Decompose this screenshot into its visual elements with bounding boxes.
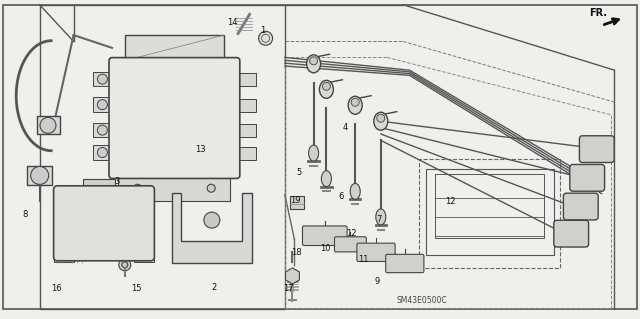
Ellipse shape xyxy=(308,145,319,161)
Circle shape xyxy=(97,125,108,135)
Bar xyxy=(37,116,60,134)
Bar xyxy=(93,72,112,86)
FancyBboxPatch shape xyxy=(563,193,598,220)
Bar xyxy=(118,175,230,201)
Bar xyxy=(93,123,112,137)
Polygon shape xyxy=(172,193,252,263)
Text: 10: 10 xyxy=(320,244,330,253)
Circle shape xyxy=(119,259,131,271)
FancyBboxPatch shape xyxy=(579,136,614,162)
Text: 5: 5 xyxy=(296,168,301,177)
Text: 1: 1 xyxy=(260,26,266,35)
FancyBboxPatch shape xyxy=(303,226,347,246)
Text: 15: 15 xyxy=(131,284,141,293)
Text: 11: 11 xyxy=(358,255,369,263)
Bar xyxy=(237,73,256,86)
Text: 4: 4 xyxy=(342,123,348,132)
Text: 19: 19 xyxy=(290,197,300,205)
FancyBboxPatch shape xyxy=(109,58,240,178)
Circle shape xyxy=(68,246,79,256)
Bar xyxy=(125,35,224,61)
Bar xyxy=(54,257,74,262)
Circle shape xyxy=(122,262,128,268)
Text: 2: 2 xyxy=(211,283,216,292)
Bar xyxy=(237,147,256,160)
FancyBboxPatch shape xyxy=(570,165,605,191)
Circle shape xyxy=(323,82,330,90)
Circle shape xyxy=(232,254,239,263)
Circle shape xyxy=(207,184,215,192)
Ellipse shape xyxy=(374,112,388,130)
Circle shape xyxy=(31,167,49,184)
Circle shape xyxy=(204,212,220,228)
Bar xyxy=(419,160,560,268)
Text: 6: 6 xyxy=(338,192,343,201)
Text: FR.: FR. xyxy=(589,8,607,19)
Circle shape xyxy=(184,254,191,263)
Polygon shape xyxy=(285,268,300,284)
Circle shape xyxy=(97,147,108,158)
Bar xyxy=(237,99,256,112)
Circle shape xyxy=(189,142,201,154)
Text: 8: 8 xyxy=(22,210,28,219)
Circle shape xyxy=(134,184,141,192)
Text: 9: 9 xyxy=(374,277,380,286)
Circle shape xyxy=(377,114,385,122)
Text: 18: 18 xyxy=(291,248,302,256)
Text: 12: 12 xyxy=(445,197,455,206)
Ellipse shape xyxy=(321,171,332,187)
Bar xyxy=(83,179,115,190)
Bar xyxy=(64,203,144,244)
Ellipse shape xyxy=(376,209,386,225)
Bar xyxy=(27,166,52,185)
FancyBboxPatch shape xyxy=(335,237,366,252)
Circle shape xyxy=(97,74,108,84)
FancyBboxPatch shape xyxy=(357,243,395,262)
Text: 13: 13 xyxy=(195,145,206,154)
Bar xyxy=(134,257,154,262)
Text: 17: 17 xyxy=(284,284,294,293)
FancyBboxPatch shape xyxy=(554,220,589,247)
FancyBboxPatch shape xyxy=(386,254,424,273)
Bar xyxy=(435,174,544,238)
Text: 16: 16 xyxy=(51,284,62,293)
Bar xyxy=(426,169,554,255)
Circle shape xyxy=(262,34,269,42)
Circle shape xyxy=(97,100,108,110)
Text: 7: 7 xyxy=(376,215,381,224)
Bar xyxy=(40,5,285,309)
Text: SM43E0500C: SM43E0500C xyxy=(397,296,447,305)
Circle shape xyxy=(259,31,273,45)
Text: 12: 12 xyxy=(346,229,356,238)
Ellipse shape xyxy=(307,55,321,73)
Bar xyxy=(237,124,256,137)
Circle shape xyxy=(40,117,56,133)
Ellipse shape xyxy=(350,183,360,199)
FancyBboxPatch shape xyxy=(54,186,154,261)
Bar xyxy=(290,196,304,209)
Bar xyxy=(93,145,112,160)
Text: 14: 14 xyxy=(227,18,237,27)
Circle shape xyxy=(310,57,317,65)
Text: 3: 3 xyxy=(114,177,119,186)
Bar xyxy=(93,97,112,112)
Ellipse shape xyxy=(348,96,362,114)
Ellipse shape xyxy=(319,80,333,98)
Circle shape xyxy=(351,98,359,106)
